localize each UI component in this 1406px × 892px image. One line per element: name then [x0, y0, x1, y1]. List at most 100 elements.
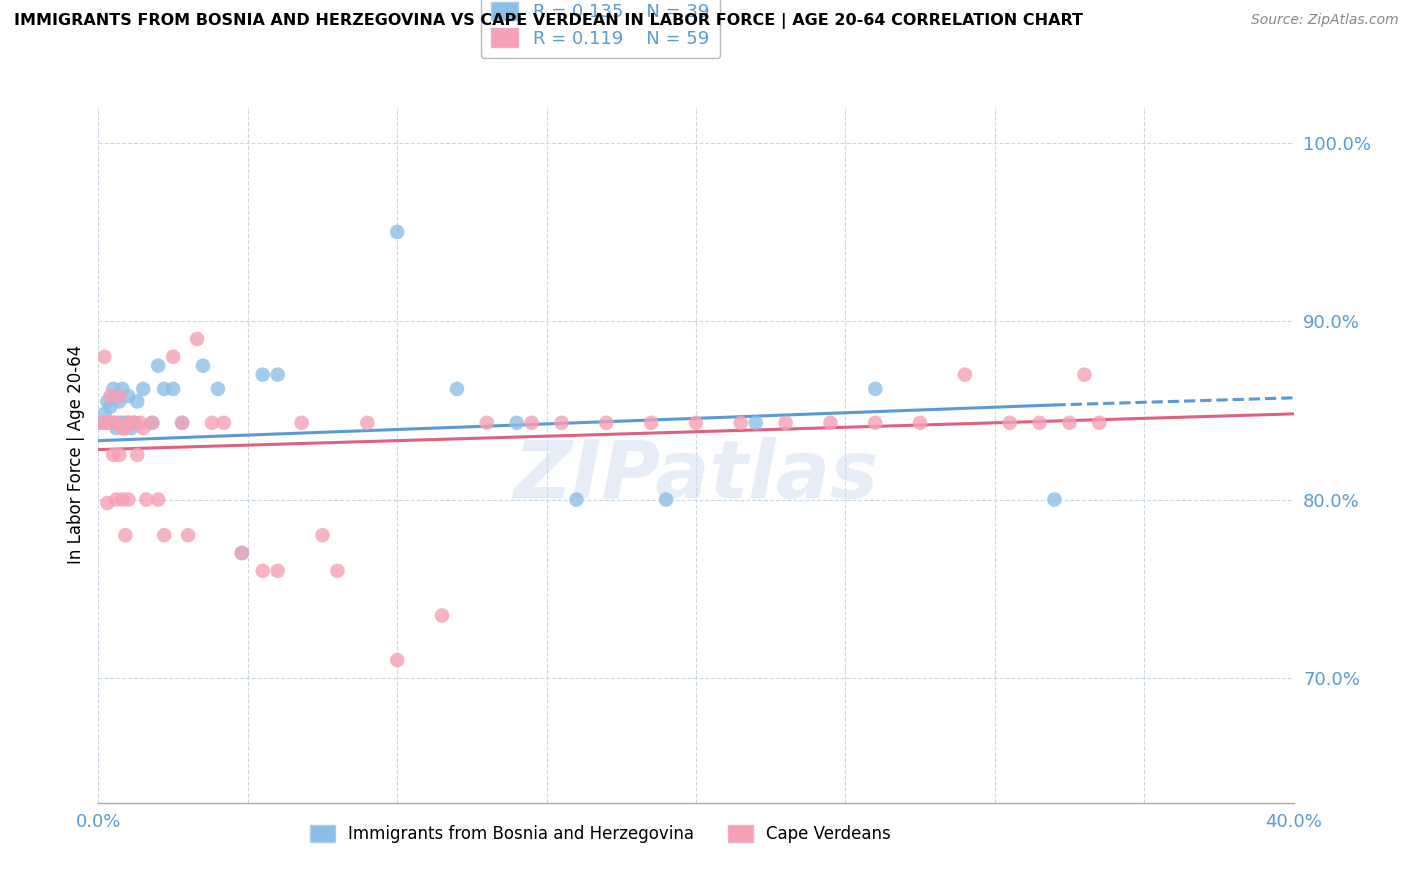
- Point: [506, 416, 529, 430]
- Point: [93, 350, 115, 364]
- Point: [172, 416, 194, 430]
- Point: [98, 416, 122, 430]
- Point: [1073, 368, 1095, 382]
- Point: [430, 608, 453, 623]
- Point: [129, 416, 152, 430]
- Point: [93, 407, 115, 421]
- Point: [267, 564, 290, 578]
- Point: [998, 416, 1021, 430]
- Point: [685, 416, 707, 430]
- Point: [111, 421, 134, 435]
- Point: [153, 382, 176, 396]
- Point: [105, 492, 128, 507]
- Point: [96, 394, 118, 409]
- Point: [565, 492, 588, 507]
- Point: [595, 416, 617, 430]
- Point: [148, 492, 170, 507]
- Point: [114, 416, 136, 430]
- Point: [153, 528, 176, 542]
- Point: [141, 416, 163, 430]
- Point: [520, 416, 543, 430]
- Point: [90, 416, 112, 430]
- Point: [162, 350, 184, 364]
- Point: [865, 416, 887, 430]
- Point: [103, 448, 125, 462]
- Point: [111, 382, 134, 396]
- Point: [953, 368, 976, 382]
- Point: [111, 492, 134, 507]
- Text: IMMIGRANTS FROM BOSNIA AND HERZEGOVINA VS CAPE VERDEAN IN LABOR FORCE | AGE 20-6: IMMIGRANTS FROM BOSNIA AND HERZEGOVINA V…: [14, 13, 1083, 29]
- Point: [127, 448, 149, 462]
- Point: [252, 564, 274, 578]
- Point: [231, 546, 253, 560]
- Point: [105, 389, 128, 403]
- Point: [730, 416, 752, 430]
- Point: [96, 416, 118, 430]
- Point: [207, 382, 229, 396]
- Point: [1088, 416, 1111, 430]
- Point: [103, 382, 125, 396]
- Point: [98, 389, 122, 403]
- Point: [475, 416, 498, 430]
- Point: [191, 359, 214, 373]
- Point: [745, 416, 768, 430]
- Point: [177, 528, 200, 542]
- Point: [108, 394, 131, 409]
- Point: [105, 421, 128, 435]
- Point: [114, 421, 136, 435]
- Point: [201, 416, 224, 430]
- Point: [141, 416, 163, 430]
- Point: [385, 653, 409, 667]
- Point: [120, 421, 142, 435]
- Point: [117, 416, 139, 430]
- Point: [108, 448, 131, 462]
- Text: ZIPatlas: ZIPatlas: [513, 437, 879, 515]
- Point: [108, 416, 131, 430]
- Point: [326, 564, 349, 578]
- Point: [98, 400, 122, 414]
- Point: [1059, 416, 1081, 430]
- Point: [252, 368, 274, 382]
- Point: [820, 416, 842, 430]
- Point: [127, 394, 149, 409]
- Point: [212, 416, 235, 430]
- Point: [311, 528, 333, 542]
- Point: [117, 389, 139, 403]
- Point: [550, 416, 572, 430]
- Point: [908, 416, 931, 430]
- Point: [385, 225, 409, 239]
- Point: [105, 416, 128, 430]
- Point: [162, 382, 184, 396]
- Point: [117, 416, 139, 430]
- Point: [111, 416, 134, 430]
- Point: [1043, 492, 1066, 507]
- Point: [172, 416, 194, 430]
- Point: [267, 368, 290, 382]
- Y-axis label: In Labor Force | Age 20-64: In Labor Force | Age 20-64: [66, 345, 84, 565]
- Point: [135, 492, 157, 507]
- Point: [103, 416, 125, 430]
- Point: [1028, 416, 1050, 430]
- Point: [148, 359, 170, 373]
- Point: [655, 492, 678, 507]
- Point: [132, 382, 155, 396]
- Point: [124, 416, 146, 430]
- Point: [96, 416, 118, 430]
- Point: [640, 416, 662, 430]
- Point: [124, 416, 146, 430]
- Point: [120, 416, 142, 430]
- Text: Source: ZipAtlas.com: Source: ZipAtlas.com: [1251, 13, 1399, 28]
- Point: [231, 546, 253, 560]
- Point: [865, 382, 887, 396]
- Point: [96, 496, 118, 510]
- Point: [98, 416, 122, 430]
- Point: [775, 416, 797, 430]
- Legend: Immigrants from Bosnia and Herzegovina, Cape Verdeans: Immigrants from Bosnia and Herzegovina, …: [304, 819, 897, 850]
- Point: [186, 332, 208, 346]
- Point: [108, 389, 131, 403]
- Point: [291, 416, 314, 430]
- Point: [90, 416, 112, 430]
- Point: [117, 492, 139, 507]
- Point: [114, 528, 136, 542]
- Point: [132, 421, 155, 435]
